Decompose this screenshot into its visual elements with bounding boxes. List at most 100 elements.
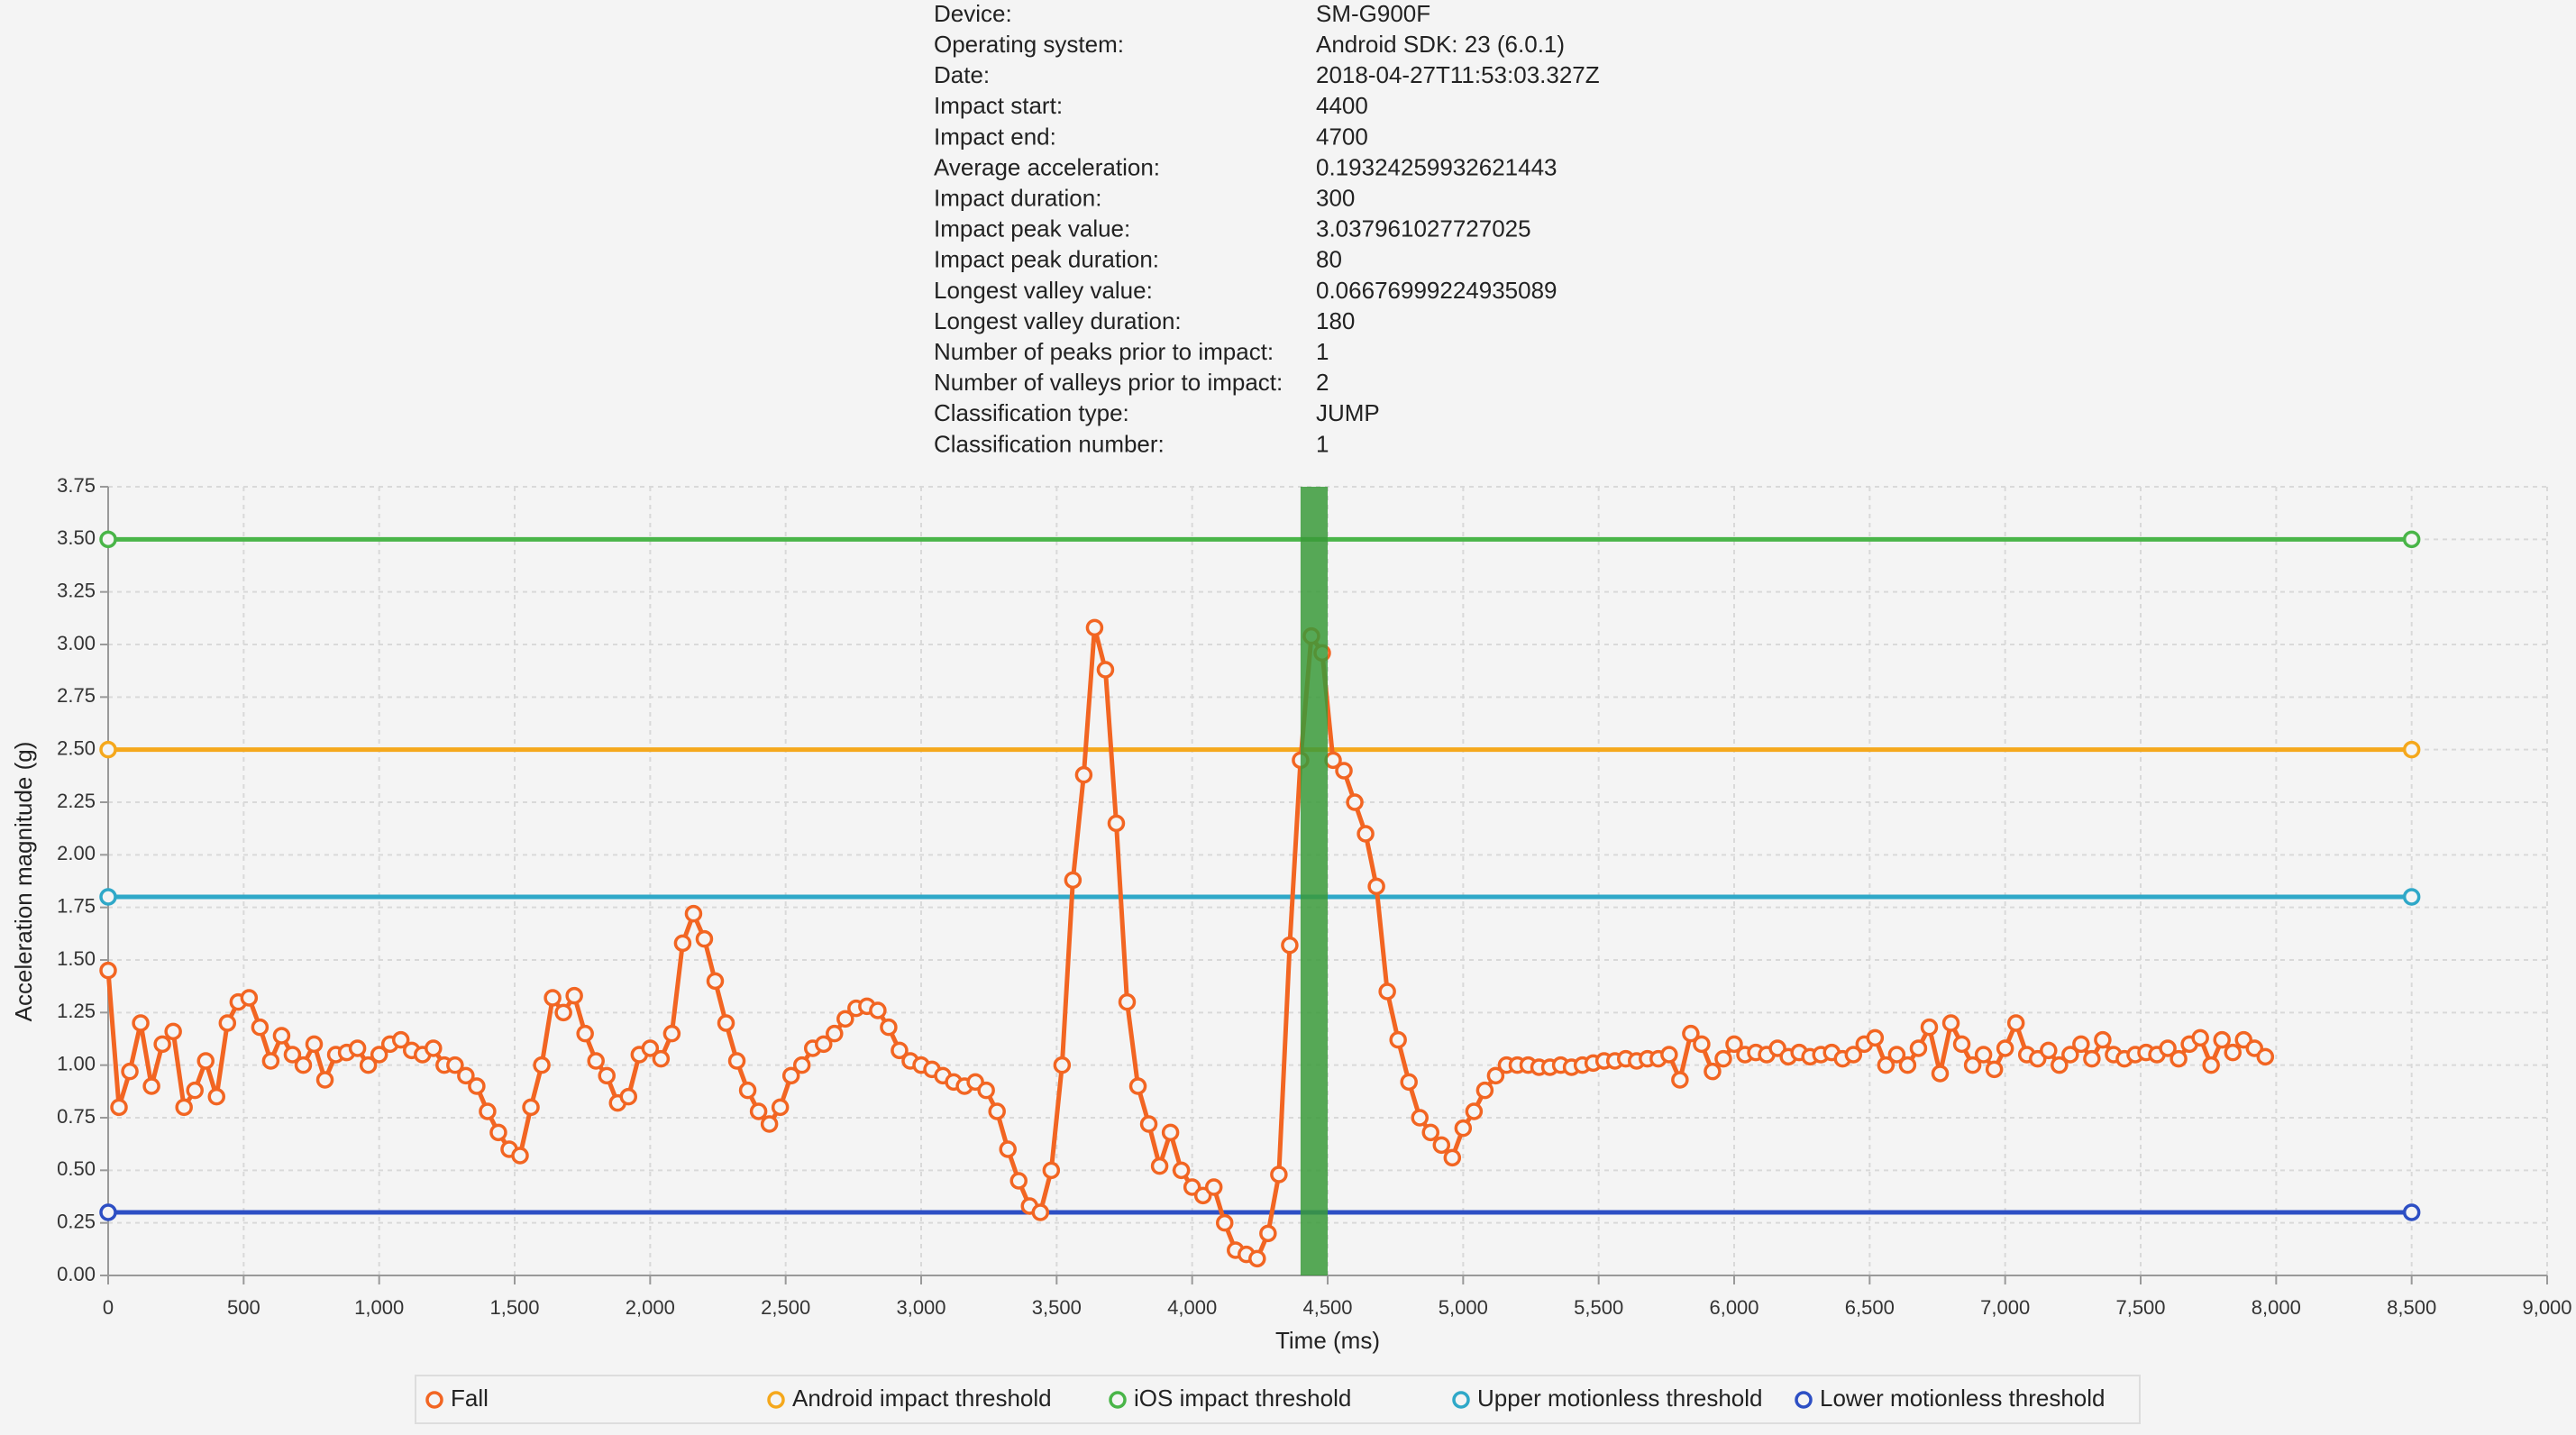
x-tick-label: 3,000: [896, 1296, 945, 1319]
y-tick-label: 3.25: [57, 579, 96, 601]
data-point: [348, 1039, 367, 1057]
data-point: [1139, 1115, 1158, 1133]
info-key: Impact peak duration:: [934, 246, 1159, 273]
y-tick-label: 1.25: [57, 1000, 96, 1022]
data-point: [1281, 936, 1299, 955]
data-point: [836, 1010, 854, 1028]
info-key: Operating system:: [934, 31, 1124, 58]
legend-label: Fall: [451, 1385, 489, 1412]
data-point: [1465, 1102, 1484, 1120]
data-point: [272, 1027, 291, 1045]
data-point: [175, 1098, 193, 1117]
data-point: [359, 1056, 378, 1074]
data-point: [1009, 1172, 1028, 1190]
data-point: [2040, 1041, 2058, 1060]
data-point: [110, 1098, 128, 1117]
data-point: [2170, 1049, 2188, 1068]
data-point: [2159, 1039, 2177, 1057]
x-axis-label: Time (ms): [1275, 1327, 1380, 1354]
data-point: [99, 530, 117, 549]
data-point: [554, 1003, 572, 1022]
data-point: [673, 934, 692, 953]
data-point: [999, 1140, 1017, 1158]
data-point: [2191, 1028, 2209, 1047]
data-point: [619, 1087, 638, 1106]
y-tick-label: 2.00: [57, 842, 96, 864]
data-point: [738, 1081, 757, 1100]
data-point: [142, 1077, 160, 1095]
data-point: [1974, 1046, 1993, 1064]
data-point: [1432, 1136, 1451, 1155]
data-point: [1042, 1161, 1061, 1180]
data-point: [2006, 1014, 2025, 1032]
x-tick-label: 7,500: [2115, 1296, 2165, 1319]
info-key: Longest valley value:: [934, 277, 1153, 304]
data-point: [891, 1041, 909, 1060]
data-point: [186, 1081, 204, 1100]
x-tick-label: 5,000: [1439, 1296, 1488, 1319]
y-tick-label: 3.50: [57, 526, 96, 549]
legend-box: [415, 1375, 2141, 1424]
data-point: [1931, 1065, 1950, 1083]
data-point: [1357, 825, 1375, 843]
legend-marker: [1795, 1391, 1813, 1409]
legend-label: Upper motionless threshold: [1477, 1385, 1763, 1412]
data-point: [1172, 1161, 1191, 1180]
info-key: Classification type:: [934, 399, 1129, 426]
y-tick-label: 1.75: [57, 894, 96, 917]
data-point: [2256, 1047, 2275, 1066]
data-point: [305, 1035, 324, 1054]
data-point: [1389, 1030, 1407, 1049]
data-point: [1909, 1039, 1928, 1057]
data-point: [1367, 877, 1385, 896]
data-point: [218, 1014, 237, 1032]
data-point: [153, 1035, 171, 1054]
data-point: [1204, 1178, 1223, 1196]
data-point: [132, 1014, 150, 1032]
data-point: [781, 1066, 800, 1085]
data-point: [1898, 1056, 1917, 1074]
data-point: [1421, 1123, 1440, 1142]
legend-label: Lower motionless threshold: [1820, 1385, 2106, 1412]
info-value: 1: [1316, 338, 1329, 365]
info-key: Number of peaks prior to impact:: [934, 338, 1274, 365]
data-point: [391, 1030, 410, 1049]
data-point: [727, 1052, 746, 1070]
data-point: [2094, 1030, 2112, 1049]
data-point: [598, 1066, 616, 1085]
x-tick-label: 4,500: [1302, 1296, 1352, 1319]
info-value: 4700: [1316, 123, 1368, 150]
x-tick-label: 8,500: [2387, 1296, 2436, 1319]
data-point: [251, 1018, 269, 1037]
data-point: [99, 888, 117, 906]
info-value: 2: [1316, 369, 1329, 396]
x-tick-label: 7,000: [1980, 1296, 2030, 1319]
data-point: [576, 1024, 594, 1043]
data-point: [457, 1066, 475, 1085]
x-tick-label: 1,000: [354, 1296, 404, 1319]
info-value: 180: [1316, 307, 1355, 334]
data-point: [1064, 871, 1082, 890]
data-point: [2061, 1046, 2079, 1064]
data-point: [1074, 765, 1093, 784]
info-key: Impact end:: [934, 123, 1056, 150]
x-tick-label: 5,500: [1574, 1296, 1623, 1319]
data-point: [684, 904, 703, 923]
data-point: [1443, 1148, 1462, 1167]
data-point: [1161, 1123, 1180, 1142]
data-point: [1866, 1028, 1885, 1047]
data-point: [1096, 661, 1115, 679]
data-point: [2402, 888, 2421, 906]
data-point: [1411, 1109, 1429, 1127]
info-value: 2018-04-27T11:53:03.327Z: [1316, 61, 1600, 88]
info-value: 3.037961027727025: [1316, 215, 1531, 242]
data-point: [1887, 1046, 1906, 1064]
info-key: Device:: [934, 0, 1012, 27]
data-point: [587, 1052, 605, 1070]
info-value: 80: [1316, 246, 1342, 273]
data-point: [2402, 530, 2421, 549]
legend-marker: [767, 1391, 785, 1409]
data-point: [988, 1102, 1006, 1120]
data-point: [2072, 1035, 2090, 1054]
